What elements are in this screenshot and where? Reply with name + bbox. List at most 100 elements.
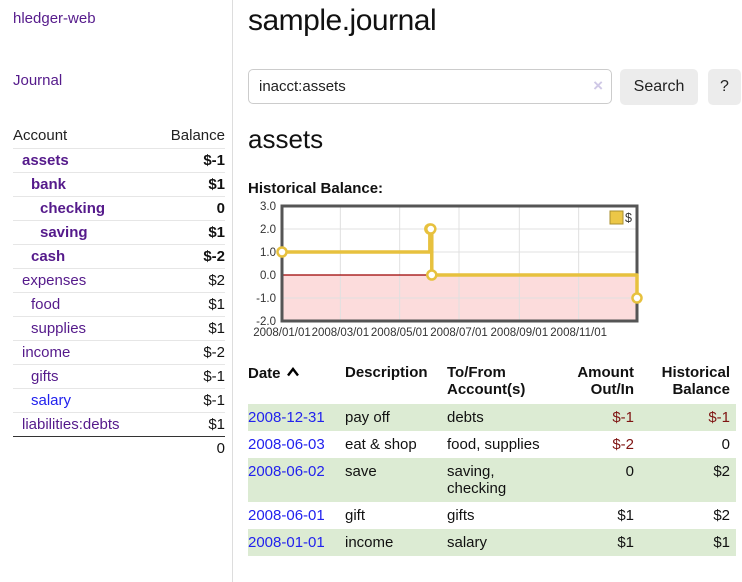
sidebar-account-link[interactable]: income xyxy=(22,344,71,361)
amount-column-header: Amount Out/In xyxy=(577,364,634,398)
svg-text:2008/01/01: 2008/01/01 xyxy=(253,327,311,339)
account-row: checking 0 xyxy=(13,196,225,221)
svg-text:2008/11/01: 2008/11/01 xyxy=(550,327,607,339)
sidebar-account-link[interactable]: bank xyxy=(31,176,67,193)
app-brand-link[interactable]: hledger-web xyxy=(13,10,96,27)
transaction-amount: $1 xyxy=(617,507,634,524)
account-balance: $-2 xyxy=(153,244,225,269)
transaction-description: income xyxy=(345,534,394,551)
transaction-balance: 0 xyxy=(721,436,730,453)
transaction-balance: $2 xyxy=(713,463,730,480)
account-row: expenses $2 xyxy=(13,268,225,293)
sidebar-account-link[interactable]: checking xyxy=(40,200,106,217)
account-row: bank $1 xyxy=(13,172,225,197)
svg-text:2008/05/01: 2008/05/01 xyxy=(371,327,429,339)
transaction-accounts: gifts xyxy=(447,507,475,524)
svg-text:3.0: 3.0 xyxy=(260,201,276,213)
transaction-accounts: saving, checking xyxy=(447,463,507,497)
transaction-row: 2008-06-03 eat & shop food, supplies $-2 0 xyxy=(248,431,736,458)
account-row: saving $1 xyxy=(13,220,225,245)
svg-text:1.0: 1.0 xyxy=(260,247,276,259)
transaction-date-link[interactable]: 2008-12-31 xyxy=(248,409,325,426)
accounts-table-body: assets $-1 bank $1 checking 0 saving $1 cash $-2 e… xyxy=(13,148,225,460)
sidebar-account-link[interactable]: assets xyxy=(22,152,69,169)
transaction-row: 2008-12-31 pay off debts $-1 $-1 xyxy=(248,404,736,431)
balance-column-header: Balance xyxy=(170,127,225,144)
sidebar-account-link[interactable]: food xyxy=(31,296,61,313)
svg-text:2008/09/01: 2008/09/01 xyxy=(491,327,549,339)
account-balance: $1 xyxy=(153,292,225,317)
account-balance: $1 xyxy=(153,316,225,341)
account-row: food $1 xyxy=(13,292,225,317)
account-row: cash $-2 xyxy=(13,244,225,269)
transaction-row: 2008-06-01 gift gifts $1 $2 xyxy=(248,502,736,529)
svg-text:2008/03/01: 2008/03/01 xyxy=(312,327,370,339)
sidebar-account-link[interactable]: liabilities:debts xyxy=(22,416,120,433)
search-button[interactable]: Search xyxy=(620,69,698,105)
sidebar-account-link[interactable]: expenses xyxy=(22,272,87,289)
account-balance: $-1 xyxy=(153,364,225,389)
accounts-table: Account Balance assets $-1 bank $1 checking 0… xyxy=(13,124,225,460)
sidebar: hledger-web Journal Account Balance asse… xyxy=(0,0,233,582)
search-input[interactable] xyxy=(248,69,612,104)
transaction-row: 2008-01-01 income salary $1 $1 xyxy=(248,529,736,556)
transaction-date-link[interactable]: 2008-01-01 xyxy=(248,534,325,551)
balance-column-header-main: Historical Balance xyxy=(661,364,730,398)
search-bar: × Search ? xyxy=(248,69,742,105)
help-button[interactable]: ? xyxy=(708,69,741,105)
transaction-amount: $-2 xyxy=(612,436,634,453)
transaction-balance: $-1 xyxy=(708,409,730,426)
account-row: supplies $1 xyxy=(13,316,225,341)
account-balance: $1 xyxy=(153,220,225,245)
transactions-table-body: 2008-12-31 pay off debts $-1 $-1 2008-06-03 ea… xyxy=(248,404,736,556)
historical-balance-chart: 3.0 2.0 1.0 0.0 -1.0 -2.0 2008/01/01 2008/03/01… xyxy=(244,200,677,348)
svg-text:2.0: 2.0 xyxy=(260,224,276,236)
account-balance: $-2 xyxy=(153,340,225,365)
sidebar-account-link[interactable]: salary xyxy=(31,392,72,409)
svg-text:-2.0: -2.0 xyxy=(256,316,276,328)
description-column-header: Description xyxy=(345,364,428,381)
accounts-table-header: Account Balance xyxy=(13,124,225,149)
svg-text:-1.0: -1.0 xyxy=(256,293,276,305)
account-balance: $1 xyxy=(153,172,225,197)
transaction-date-link[interactable]: 2008-06-02 xyxy=(248,463,325,480)
sidebar-item-journal[interactable]: Journal xyxy=(13,72,63,89)
account-balance: 0 xyxy=(153,196,225,221)
svg-text:$: $ xyxy=(625,211,632,225)
account-heading: assets xyxy=(248,124,324,154)
accounts-total-row: 0 xyxy=(13,436,225,460)
transaction-description: save xyxy=(345,463,377,480)
svg-text:2008/07/01: 2008/07/01 xyxy=(430,327,488,339)
account-balance: $1 xyxy=(153,412,225,437)
transaction-description: pay off xyxy=(345,409,390,426)
transaction-balance: $1 xyxy=(713,534,730,551)
date-column-header[interactable]: Date xyxy=(248,362,345,404)
transaction-amount: $-1 xyxy=(612,409,634,426)
svg-text:0.0: 0.0 xyxy=(260,270,276,282)
transaction-date-link[interactable]: 2008-06-01 xyxy=(248,507,325,524)
transactions-table: Date Description To/From Account(s) Amou… xyxy=(248,362,736,556)
sidebar-account-link[interactable]: supplies xyxy=(31,320,87,337)
account-column-header: Account xyxy=(13,127,68,144)
account-row: income $-2 xyxy=(13,340,225,365)
account-row: assets $-1 xyxy=(13,148,225,173)
transaction-accounts: debts xyxy=(447,409,484,426)
account-balance: $-1 xyxy=(153,148,225,173)
transaction-date-link[interactable]: 2008-06-03 xyxy=(248,436,325,453)
accounts-column-header: To/From Account(s) xyxy=(447,364,526,398)
main-content: sample.journal × Search ? assets Histori… xyxy=(248,0,742,556)
transaction-balance: $2 xyxy=(713,507,730,524)
sidebar-account-link[interactable]: saving xyxy=(40,224,88,241)
transaction-accounts: salary xyxy=(447,534,488,551)
accounts-total-balance: 0 xyxy=(153,436,225,460)
account-row: gifts $-1 xyxy=(13,364,225,389)
chart-title: Historical Balance: xyxy=(248,180,384,197)
clear-search-icon[interactable]: × xyxy=(593,76,603,95)
transaction-amount: $1 xyxy=(617,534,634,551)
transaction-row: 2008-06-02 save saving, checking 0 $2 xyxy=(248,458,736,502)
sidebar-account-link[interactable]: gifts xyxy=(31,368,59,385)
sidebar-account-link[interactable]: cash xyxy=(31,248,66,265)
transaction-amount: 0 xyxy=(625,463,634,480)
account-balance: $2 xyxy=(153,268,225,293)
transactions-header-row: Date Description To/From Account(s) Amou… xyxy=(248,362,736,404)
